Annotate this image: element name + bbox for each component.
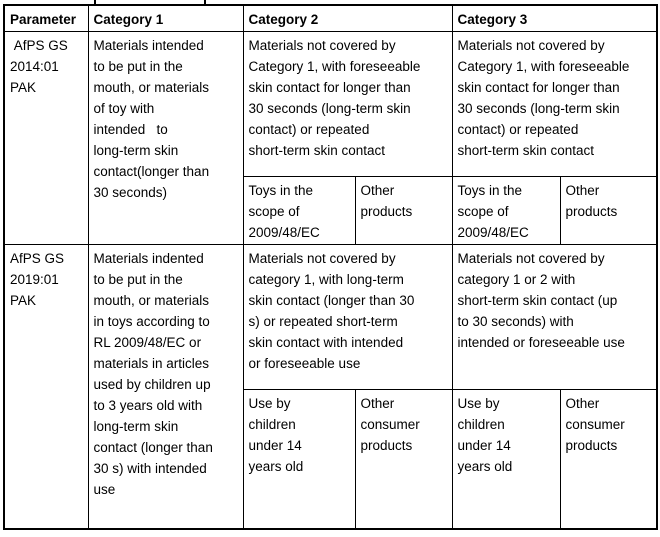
table-row-afps-2019-sub: Use by children under 14 years old Other… [4, 388, 658, 530]
cell-category3-children-afps-2019: Use by children under 14 years old [451, 388, 561, 530]
cell-category2-toys-afps-2014: Toys in the scope of 2009/48/EC [242, 175, 356, 245]
cell-category2-children-afps-2019: Use by children under 14 years old [242, 388, 356, 530]
header-category-3: Category 3 [451, 4, 658, 32]
pak-standards-comparison-table: Parameter Category 1 Category 2 Category… [3, 4, 658, 530]
table-row-afps-2019-main: AfPS GS 2019:01 PAK Materials indented t… [3, 243, 658, 530]
header-category-2: Category 2 [242, 4, 453, 32]
header-parameter: Parameter [3, 4, 89, 32]
cell-category2-main-afps-2014: Materials not covered by Category 1, wit… [242, 30, 453, 177]
table-row-afps-2014-main: AfPS GS 2014:01 PAK Materials intended t… [3, 30, 658, 245]
cell-category3-other-afps-2019: Other consumer products [559, 388, 658, 530]
cell-category3-toys-afps-2014: Toys in the scope of 2009/48/EC [451, 175, 561, 245]
cell-category2-main-afps-2019: Materials not covered by category 1, wit… [242, 243, 453, 390]
cell-category1-afps-2014: Materials intended to be put in the mout… [87, 30, 244, 245]
cell-category3-other-afps-2014: Other products [559, 175, 658, 245]
table-header-row: Parameter Category 1 Category 2 Category… [3, 4, 658, 32]
cell-parameter-afps-2019: AfPS GS 2019:01 PAK [3, 243, 89, 530]
cell-category3-main-afps-2019: Materials not covered by category 1 or 2… [451, 243, 658, 390]
cell-category1-afps-2019: Materials indented to be put in the mout… [87, 243, 244, 530]
cropped-row-border-stub [94, 0, 96, 6]
cell-category3-main-afps-2014: Materials not covered by Category 1, wit… [451, 30, 658, 177]
header-category-1: Category 1 [87, 4, 244, 32]
cell-parameter-afps-2014: AfPS GS 2014:01 PAK [3, 30, 89, 245]
cell-category2-other-afps-2014: Other products [354, 175, 453, 245]
table-row-afps-2014-sub: Toys in the scope of 2009/48/EC Other pr… [4, 175, 658, 245]
cell-category2-other-afps-2019: Other consumer products [354, 388, 453, 530]
cropped-row-border-stub [204, 0, 206, 6]
